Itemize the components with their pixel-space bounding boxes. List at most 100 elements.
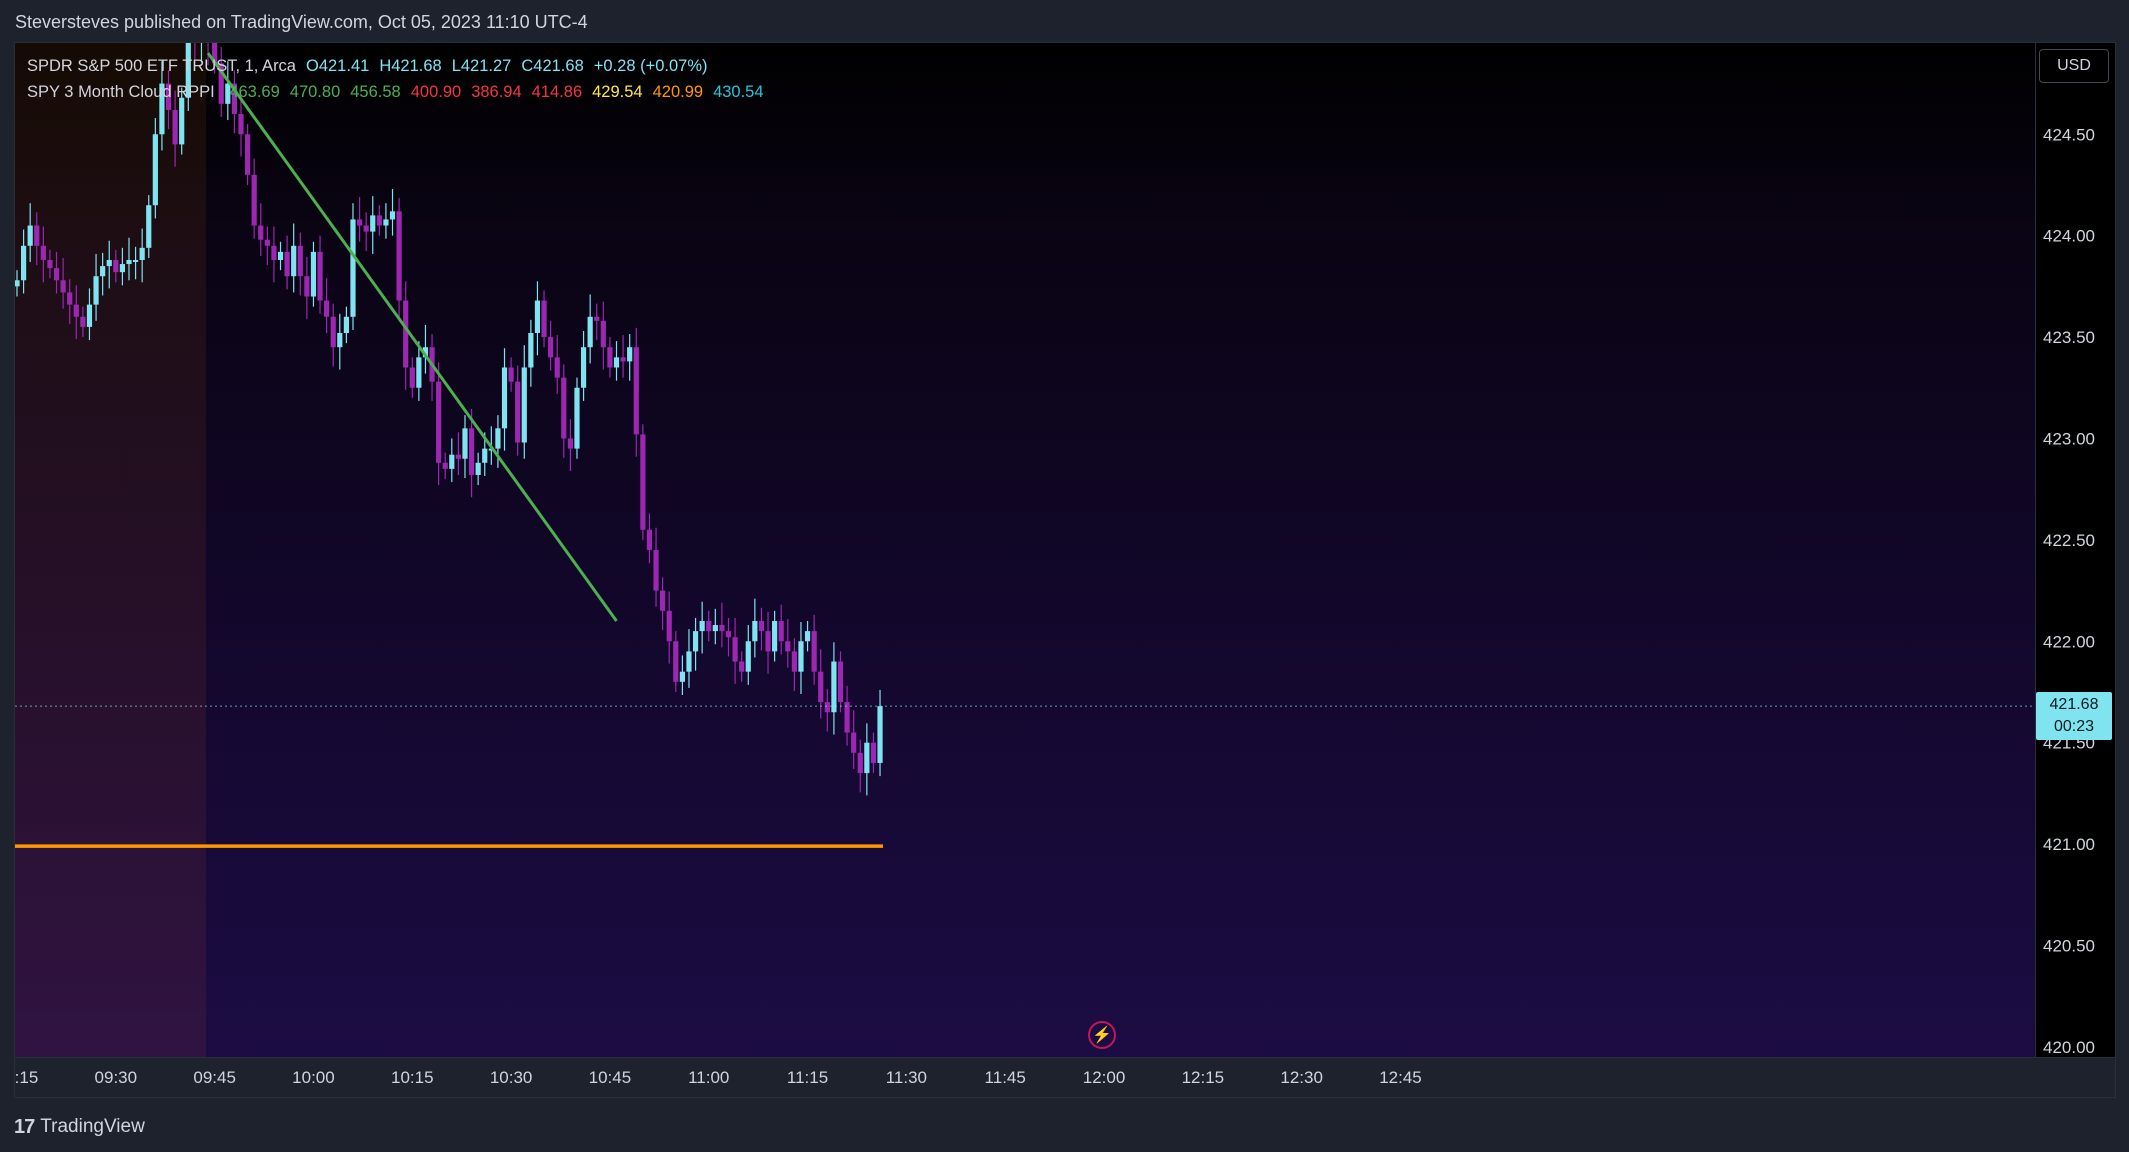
candle-body xyxy=(587,316,593,348)
candle-body xyxy=(732,637,738,662)
candle xyxy=(719,602,725,648)
candle xyxy=(15,270,20,297)
candle-body xyxy=(455,454,461,459)
candle xyxy=(271,226,277,283)
price-tick-label: 424.00 xyxy=(2043,227,2095,246)
candle-body xyxy=(356,219,363,226)
tradingview-brand[interactable]: 17 TradingView xyxy=(14,1112,145,1142)
candle-body xyxy=(258,225,264,240)
price-tick-label: 424.50 xyxy=(2043,125,2095,144)
candle xyxy=(343,306,349,344)
candle xyxy=(317,235,323,314)
candle-body xyxy=(304,276,310,297)
candle-body xyxy=(34,225,40,246)
candle xyxy=(646,513,653,564)
candle-body xyxy=(442,462,448,469)
indicator-value: 470.80 xyxy=(289,83,341,101)
change-value: +0.28 (+0.07%) xyxy=(593,57,708,75)
candle-body xyxy=(179,97,185,145)
candle xyxy=(739,651,745,682)
candle xyxy=(580,330,587,401)
candle-body xyxy=(758,620,765,632)
candle-body xyxy=(310,251,317,297)
indicator-value: 420.99 xyxy=(652,83,704,101)
candle xyxy=(818,649,824,719)
candle-body xyxy=(218,63,224,104)
candle xyxy=(541,290,547,348)
candle-body xyxy=(106,259,112,267)
candle-body xyxy=(396,211,402,301)
candle xyxy=(732,617,738,684)
price-tick-label: 422.00 xyxy=(2043,632,2095,651)
candle xyxy=(791,638,797,691)
candle xyxy=(462,415,468,479)
close-value: C421.68 xyxy=(521,57,584,75)
time-tick-label: 10:45 xyxy=(589,1068,632,1087)
candle-body xyxy=(798,641,804,672)
indicator-value: 400.90 xyxy=(410,83,462,101)
candle xyxy=(152,118,158,219)
candle-body xyxy=(60,280,66,293)
candle xyxy=(159,61,165,151)
candle-body xyxy=(482,448,488,463)
candle-body xyxy=(159,83,165,135)
candle-body xyxy=(534,300,541,334)
candle-body xyxy=(811,631,817,672)
candle xyxy=(350,203,356,330)
chart-pane[interactable] xyxy=(15,43,2035,1057)
candle xyxy=(640,424,646,540)
candle-body xyxy=(739,661,745,672)
candle-body xyxy=(337,333,343,348)
candle-body xyxy=(86,304,93,327)
lightning-icon[interactable]: ⚡ xyxy=(1088,1021,1116,1049)
tradingview-logo-icon: 17 xyxy=(14,1115,35,1138)
candle xyxy=(93,253,99,321)
candle-body xyxy=(515,381,521,443)
low-value: L421.27 xyxy=(451,57,512,75)
candle-body xyxy=(580,347,587,388)
candle xyxy=(422,324,429,374)
candle-body xyxy=(653,550,659,591)
candle xyxy=(666,591,672,664)
candle xyxy=(548,320,554,371)
candle-body xyxy=(627,347,633,362)
candle-body xyxy=(47,259,53,269)
currency-button[interactable]: USD xyxy=(2039,49,2109,83)
candle-body xyxy=(330,316,336,348)
indicator-row[interactable]: SPY 3 Month Cloud RPPI 463.69 470.80 456.5… xyxy=(27,79,774,105)
symbol-row[interactable]: SPDR S&P 500 ETF TRUST, 1, Arca O421.41 H4… xyxy=(27,53,774,79)
candle-body xyxy=(40,245,46,260)
symbol-name[interactable]: SPDR S&P 500 ETF TRUST, 1, Arca xyxy=(27,57,296,75)
candle xyxy=(561,364,567,458)
candle-body xyxy=(613,357,620,368)
trendline[interactable] xyxy=(206,52,618,622)
candle xyxy=(165,70,172,130)
candle-body xyxy=(291,245,297,277)
chart-frame[interactable]: 424.50 424.00 423.50 423.00 422.50 422.00 421.… xyxy=(14,42,2116,1098)
time-axis[interactable] xyxy=(15,1057,2115,1097)
candle xyxy=(475,452,481,486)
candle xyxy=(653,527,659,607)
candle-body xyxy=(541,300,547,338)
candle-body xyxy=(851,732,857,753)
candle xyxy=(804,620,811,652)
candle xyxy=(857,739,863,793)
candle xyxy=(218,47,224,118)
candle xyxy=(27,203,33,263)
candle-body xyxy=(449,454,455,469)
time-tick-label: 12:15 xyxy=(1182,1068,1225,1087)
candle xyxy=(185,43,191,111)
price-axis[interactable] xyxy=(2035,43,2115,1057)
candlestick-chart[interactable]: 424.50 424.00 423.50 423.00 422.50 422.00 421.… xyxy=(15,43,2115,1097)
candle xyxy=(811,614,817,685)
candle xyxy=(277,241,284,271)
candle xyxy=(508,357,514,392)
candle xyxy=(521,345,527,459)
candle xyxy=(194,43,196,60)
candle-body xyxy=(389,211,396,220)
candle xyxy=(567,419,573,471)
indicator-name[interactable]: SPY 3 Month Cloud RPPI xyxy=(27,83,215,101)
candle xyxy=(706,610,712,642)
candle xyxy=(877,689,883,777)
candle xyxy=(297,232,303,296)
